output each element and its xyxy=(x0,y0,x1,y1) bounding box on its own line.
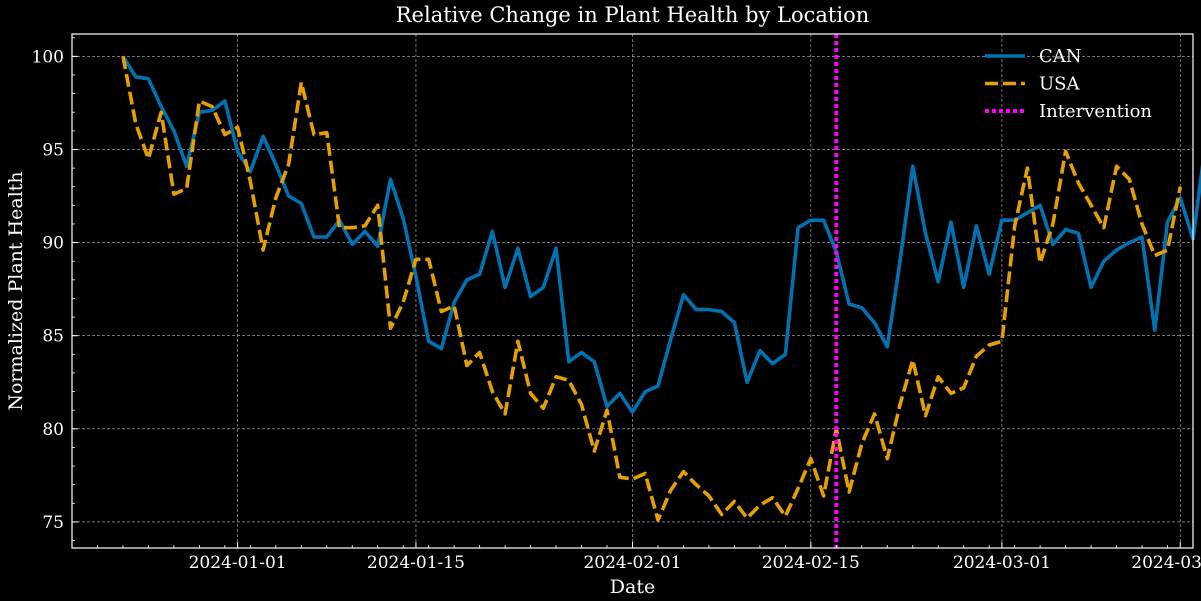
x-tick-label: 2024-03-01 xyxy=(953,553,1051,573)
legend: CAN USA Intervention xyxy=(985,46,1152,122)
y-tick-label: 90 xyxy=(42,234,64,254)
legend-label-can: CAN xyxy=(1039,46,1082,67)
x-tick-label: 2024-03-15 xyxy=(1131,553,1201,573)
y-tick-label: 80 xyxy=(42,420,64,440)
y-axis-label: Normalized Plant Health xyxy=(5,171,27,410)
chart-title: Relative Change in Plant Health by Locat… xyxy=(396,3,870,27)
y-tick-label: 95 xyxy=(42,140,64,160)
y-tick-label: 85 xyxy=(42,327,64,347)
legend-label-intervention: Intervention xyxy=(1039,101,1152,122)
x-tick-label: 2024-01-15 xyxy=(367,553,465,573)
y-axis: 75 80 85 90 95 100 xyxy=(32,37,78,541)
series-line-can xyxy=(121,55,1201,414)
x-tick-label: 2024-02-01 xyxy=(583,553,681,573)
grid xyxy=(72,34,1193,548)
legend-label-usa: USA xyxy=(1039,74,1081,95)
y-tick-label: 100 xyxy=(32,47,64,67)
x-axis-label: Date xyxy=(610,576,655,598)
plot-lines xyxy=(121,34,1201,548)
y-tick-label: 75 xyxy=(42,513,64,533)
x-tick-label: 2024-02-15 xyxy=(762,553,860,573)
x-tick-label: 2024-01-01 xyxy=(189,553,287,573)
series-line-usa xyxy=(121,55,1183,522)
x-axis: 2024-01-01 2024-01-15 2024-02-01 2024-02-15… xyxy=(71,542,1201,573)
